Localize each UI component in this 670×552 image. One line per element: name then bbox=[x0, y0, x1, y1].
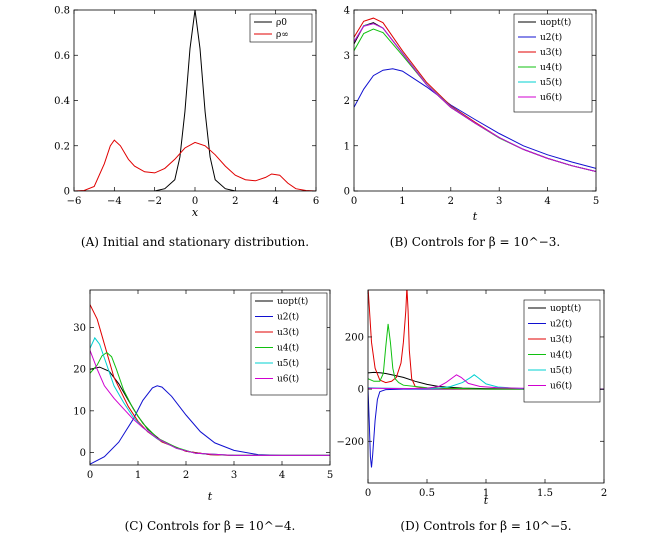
panel-b-xlabel: t bbox=[473, 210, 478, 223]
panel-c-ytick-label: 30 bbox=[73, 323, 86, 334]
panel-b-xtick-label: 2 bbox=[448, 196, 454, 207]
panel-c-xtick-label: 0 bbox=[87, 470, 93, 481]
panel-a-ytick-label: 0.8 bbox=[54, 6, 70, 17]
panel-c-caption: (C) Controls for β = 10^−4. bbox=[125, 519, 296, 533]
panel-d-xlabel: t bbox=[484, 494, 489, 507]
panel-d-caption: (D) Controls for β = 10^−5. bbox=[400, 519, 571, 533]
panel-c: 0 1 2 3 4 5 0 10 20 30 t uopt(t) u2(t) u3(t) u4(t) u5(t… bbox=[73, 289, 333, 533]
panel-d-ytick-label: −200 bbox=[337, 437, 364, 448]
panel-a: −6 −4 −2 0 2 4 6 0 0.2 0.4 0.6 0.8 x ρ0 ρ∞ (A) Initial … bbox=[54, 6, 319, 250]
panel-b-xtick-label: 1 bbox=[399, 196, 405, 207]
panel-d-legend-label: uopt(t) bbox=[550, 303, 581, 314]
panel-a-legend-label: ρ0 bbox=[276, 18, 287, 28]
panel-b-xtick-label: 3 bbox=[496, 196, 502, 207]
panel-d-series-4 bbox=[368, 323, 604, 390]
panel-a-ytick-label: 0.6 bbox=[54, 51, 70, 62]
panel-a-ytick-label: 0.4 bbox=[54, 96, 70, 107]
panel-a-xtick-label: 6 bbox=[313, 196, 319, 207]
panel-c-xtick-label: 2 bbox=[183, 470, 189, 481]
panel-c-legend-label: u4(t) bbox=[277, 343, 299, 354]
panel-b-ytick-label: 0 bbox=[344, 187, 350, 198]
panel-a-legend: ρ0 ρ∞ bbox=[249, 13, 313, 43]
panel-c-ytick-label: 0 bbox=[80, 448, 86, 459]
panel-d-legend-label: u5(t) bbox=[550, 365, 572, 376]
panel-a-xtick-label: 2 bbox=[232, 196, 238, 207]
panel-b: 0 1 2 3 4 501234tuopt(t)u2(t)u3(t)u4(t)u5(t)u… bbox=[344, 6, 600, 250]
panel-a-xtick-label: 0 bbox=[192, 196, 198, 207]
panel-d-xtick-label: 0 bbox=[365, 488, 371, 499]
panel-c-ytick-label: 10 bbox=[73, 406, 86, 417]
panel-d-legend-label: u6(t) bbox=[550, 381, 572, 392]
panel-b-series-6 bbox=[354, 23, 596, 172]
panel-d-xtick-label: 1.5 bbox=[537, 488, 553, 499]
panel-b-ytick-label: 4 bbox=[344, 6, 350, 17]
panel-d-legend-label: u4(t) bbox=[550, 350, 572, 361]
panel-d-legend-label: u3(t) bbox=[550, 334, 572, 345]
panel-c-series-2 bbox=[90, 385, 330, 465]
panel-d-xtick-label: 1 bbox=[483, 488, 489, 499]
panel-a-xtick-label: −2 bbox=[147, 196, 162, 207]
panel-d: 0 0.5 1 1.5 2 −200 0 200 t uopt(t) u2(t) u3(t) u4(t)… bbox=[337, 289, 607, 533]
panel-a-xlabel: x bbox=[192, 206, 199, 219]
panel-a-xtick-label: −6 bbox=[67, 196, 82, 207]
panel-c-xtick-label: 4 bbox=[279, 470, 285, 481]
panel-c-legend-label: u6(t) bbox=[277, 374, 299, 385]
panel-b-legend-label: u6(t) bbox=[540, 92, 562, 103]
panel-d-legend: uopt(t) u2(t) u3(t) u4(t) u5(t) u6(t) bbox=[523, 299, 601, 403]
panel-c-xtick-label: 1 bbox=[135, 470, 141, 481]
panel-d-legend-label: u2(t) bbox=[550, 319, 572, 330]
panel-a-xtick-label: 4 bbox=[272, 196, 278, 207]
panel-d-ytick-label: 0 bbox=[358, 385, 364, 396]
panel-a-series-1 bbox=[74, 10, 316, 191]
panel-c-frame bbox=[89, 289, 331, 466]
panel-b-legend-label: uopt(t) bbox=[540, 17, 571, 28]
panel-c-legend-label: u5(t) bbox=[277, 358, 299, 369]
panel-c-xlabel: t bbox=[208, 490, 213, 503]
panel-b-legend-label: u3(t) bbox=[540, 47, 562, 58]
panel-b-legend-label: u4(t) bbox=[540, 62, 562, 73]
panel-d-xtick-label: 0.5 bbox=[419, 488, 435, 499]
panel-b-ytick-label: 3 bbox=[344, 51, 350, 62]
panel-c-series-6 bbox=[90, 350, 330, 456]
panel-c-legend-label: u3(t) bbox=[277, 327, 299, 338]
panel-a-caption: (A) Initial and stationary distribution. bbox=[81, 235, 309, 249]
panel-b-xtick-label: 0 bbox=[351, 196, 357, 207]
panel-c-ytick-label: 20 bbox=[73, 365, 86, 376]
panel-b-xtick-label: 4 bbox=[544, 196, 550, 207]
panel-c-legend: uopt(t) u2(t) u3(t) u4(t) u5(t) u6(t) bbox=[250, 292, 328, 396]
panel-b-caption: (B) Controls for β = 10^−3. bbox=[390, 235, 560, 249]
panel-c-xtick-label: 3 bbox=[231, 470, 237, 481]
panel-d-xtick-label: 2 bbox=[601, 488, 607, 499]
panel-b-ytick-label: 2 bbox=[344, 96, 350, 107]
panel-b-xtick-label: 5 bbox=[593, 196, 599, 207]
panel-a-ytick-label: 0 bbox=[64, 187, 70, 198]
panel-b-legend: uopt(t) u2(t) u3(t) u4(t) u5(t) u6(t) bbox=[513, 13, 593, 113]
panel-c-legend-label: u2(t) bbox=[277, 312, 299, 323]
panel-c-legend-label: uopt(t) bbox=[277, 296, 308, 307]
panel-a-legend-label: ρ∞ bbox=[276, 30, 289, 40]
panel-d-series-6 bbox=[368, 374, 604, 390]
panel-d-ytick-label: 200 bbox=[345, 332, 364, 343]
panel-b-legend-label: u2(t) bbox=[540, 32, 562, 43]
panel-a-ytick-label: 0.2 bbox=[54, 141, 70, 152]
panel-b-legend-label: u5(t) bbox=[540, 77, 562, 88]
panel-a-xtick-label: −4 bbox=[107, 196, 122, 207]
panel-a-series-2 bbox=[74, 139, 316, 191]
panel-b-ytick-label: 1 bbox=[344, 141, 350, 152]
panel-c-xtick-label: 5 bbox=[327, 470, 333, 481]
